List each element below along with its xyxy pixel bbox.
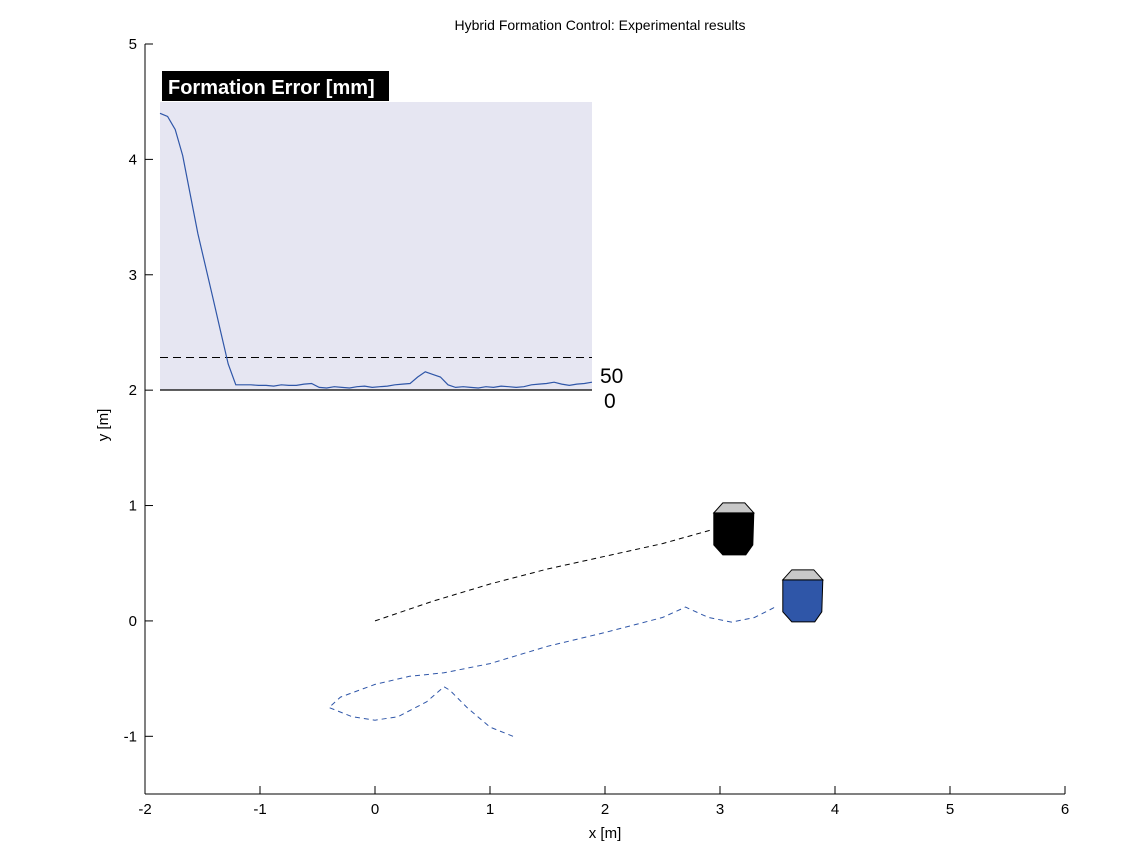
x-tick-label: -1 bbox=[253, 801, 266, 818]
x-tick-label: 5 bbox=[946, 801, 954, 818]
y-tick-label: 5 bbox=[129, 36, 137, 53]
robot-body bbox=[713, 512, 755, 556]
trajectory-line-2 bbox=[328, 605, 778, 737]
x-tick-label: 0 bbox=[371, 801, 379, 818]
x-tick-label: 1 bbox=[486, 801, 494, 818]
trajectories bbox=[328, 527, 778, 737]
x-ticks: -2 -1 0 1 2 3 4 5 6 bbox=[138, 786, 1069, 818]
inset-baseline-label: 0 bbox=[604, 390, 616, 413]
y-tick-label: 3 bbox=[129, 267, 137, 284]
y-tick-label: 4 bbox=[129, 151, 137, 168]
y-tick-label: 0 bbox=[129, 613, 137, 630]
y-axis-label: y [m] bbox=[95, 409, 112, 442]
formation-error-line bbox=[159, 112, 593, 389]
inset-title-box bbox=[162, 71, 389, 101]
trajectory-line-1 bbox=[374, 527, 721, 622]
inset-title: Formation Error [mm] bbox=[168, 77, 375, 99]
blue-robot bbox=[781, 569, 824, 623]
robots bbox=[712, 502, 824, 623]
robot-top bbox=[712, 502, 755, 514]
y-tick-label: 1 bbox=[129, 498, 137, 515]
x-tick-label: 2 bbox=[601, 801, 609, 818]
formation-error-inset: Formation Error [mm] 50 0 bbox=[159, 71, 623, 413]
black-robot bbox=[712, 502, 755, 556]
x-axis-label: x [m] bbox=[589, 825, 622, 842]
inset-threshold-label: 50 bbox=[600, 365, 623, 388]
y-tick-label: -1 bbox=[124, 728, 137, 745]
chart-title: Hybrid Formation Control: Experimental r… bbox=[455, 17, 746, 33]
x-tick-label: 4 bbox=[831, 801, 839, 818]
robot-body bbox=[782, 579, 824, 623]
x-tick-label: 3 bbox=[716, 801, 724, 818]
x-tick-label: -2 bbox=[138, 801, 151, 818]
y-ticks: -1 0 1 2 3 4 5 bbox=[124, 36, 153, 745]
x-tick-label: 6 bbox=[1061, 801, 1069, 818]
inset-background bbox=[160, 102, 592, 390]
y-tick-label: 2 bbox=[129, 382, 137, 399]
robot-top bbox=[781, 569, 824, 581]
